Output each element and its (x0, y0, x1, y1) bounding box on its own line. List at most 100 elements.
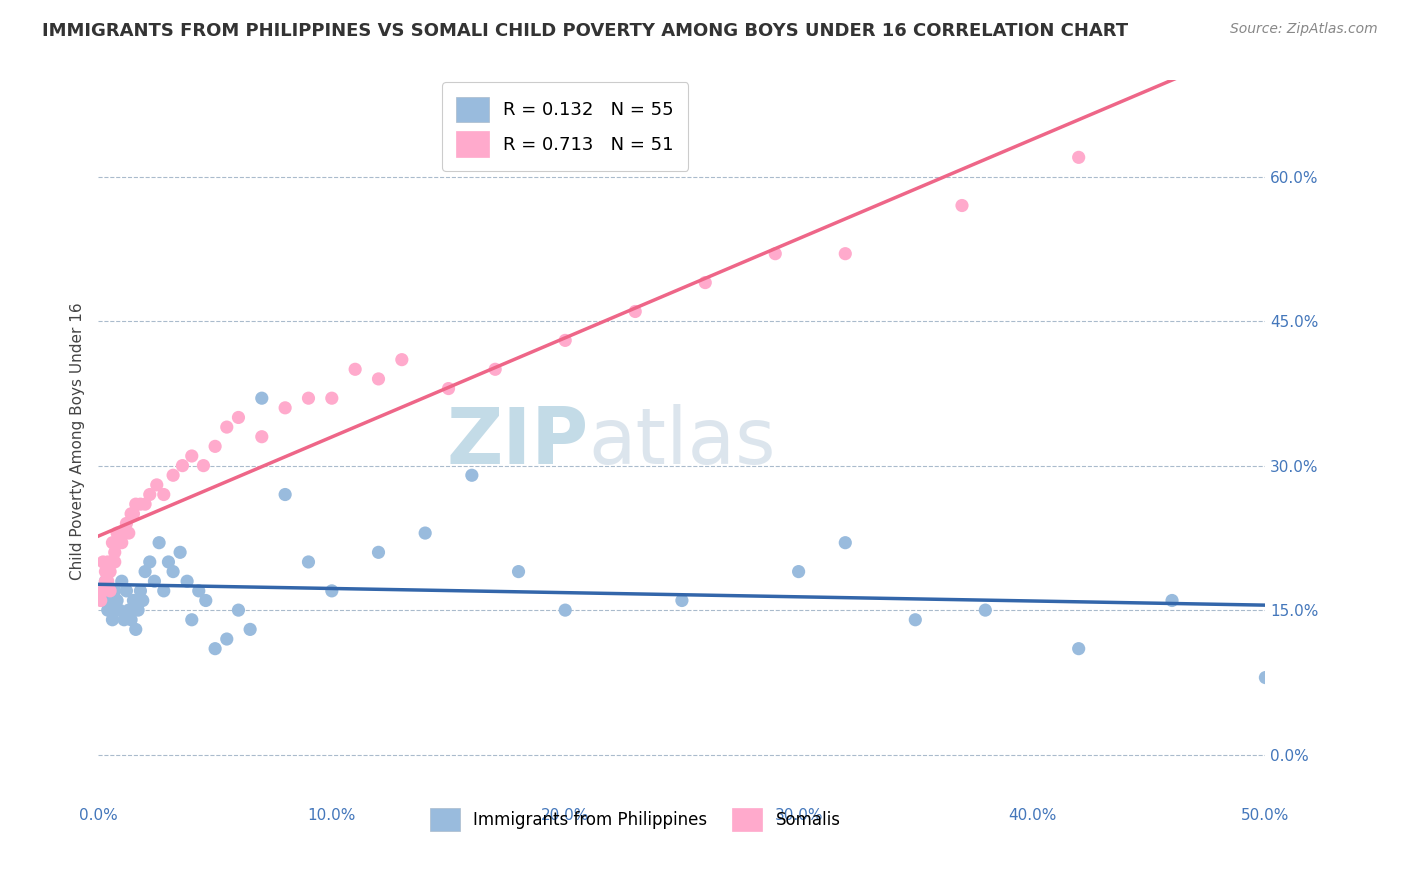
Point (91, 583, 114, 598)
Point (180, 613, 202, 627)
Point (97, 555, 120, 569)
Point (125, 497, 148, 511)
Point (180, 449, 202, 463)
Point (94, 574, 117, 589)
Point (98, 583, 121, 598)
Point (98, 583, 121, 598)
Point (120, 507, 142, 521)
Text: Source: ZipAtlas.com: Source: ZipAtlas.com (1230, 22, 1378, 37)
Point (461, 468, 484, 483)
Text: atlas: atlas (589, 403, 776, 480)
Point (367, 545, 389, 559)
Point (104, 555, 127, 569)
Point (297, 555, 319, 569)
Point (367, 372, 389, 386)
Point (98, 593, 121, 607)
Point (157, 555, 180, 569)
Point (148, 535, 170, 549)
Point (787, 565, 810, 579)
Point (139, 487, 162, 501)
Point (104, 583, 127, 598)
Point (239, 623, 262, 637)
Point (193, 458, 215, 473)
Point (132, 593, 155, 607)
Point (112, 526, 135, 541)
Point (187, 583, 209, 598)
Legend: Immigrants from Philippines, Somalis: Immigrants from Philippines, Somalis (423, 801, 848, 838)
Point (101, 613, 124, 627)
Point (101, 535, 124, 549)
Point (118, 526, 141, 541)
Point (162, 468, 184, 483)
Point (484, 362, 506, 376)
Point (105, 535, 128, 549)
Point (152, 583, 174, 598)
Point (834, 535, 856, 549)
Point (508, 565, 530, 579)
Point (274, 401, 297, 415)
Point (169, 545, 191, 559)
Point (127, 603, 149, 617)
Point (974, 603, 997, 617)
Point (120, 613, 142, 627)
Point (413, 526, 436, 541)
Point (94, 574, 117, 589)
Point (1067, 641, 1090, 656)
Point (105, 593, 128, 607)
Point (134, 497, 156, 511)
Point (134, 565, 156, 579)
Point (204, 641, 226, 656)
Point (624, 304, 647, 318)
Point (763, 246, 786, 260)
Point (98, 565, 121, 579)
Point (91, 593, 114, 607)
Point (97, 565, 120, 579)
Point (321, 391, 343, 405)
Text: ZIP: ZIP (446, 403, 589, 480)
Point (162, 565, 184, 579)
Point (129, 497, 152, 511)
Point (108, 535, 131, 549)
Point (176, 574, 198, 589)
Point (695, 276, 717, 290)
Point (111, 535, 134, 549)
Point (671, 593, 693, 607)
Text: IMMIGRANTS FROM PHILIPPINES VS SOMALI CHILD POVERTY AMONG BOYS UNDER 16 CORRELAT: IMMIGRANTS FROM PHILIPPINES VS SOMALI CH… (42, 22, 1128, 40)
Point (274, 487, 297, 501)
Point (115, 583, 138, 598)
Point (122, 593, 145, 607)
Point (344, 362, 367, 376)
Point (904, 613, 927, 627)
Point (554, 603, 576, 617)
Point (1254, 671, 1277, 685)
Point (1067, 150, 1090, 164)
Point (146, 478, 169, 492)
Point (111, 574, 134, 589)
Point (250, 391, 273, 405)
Point (215, 632, 238, 646)
Point (228, 603, 250, 617)
Point (172, 458, 194, 473)
Point (115, 516, 138, 531)
Point (118, 603, 141, 617)
Point (97, 603, 120, 617)
Point (194, 593, 217, 607)
Point (950, 198, 973, 212)
Point (554, 334, 576, 348)
Point (139, 555, 162, 569)
Point (90, 593, 112, 607)
Point (101, 603, 124, 617)
Point (391, 352, 413, 367)
Point (215, 420, 238, 434)
Point (91, 555, 114, 569)
Point (97, 574, 120, 589)
Point (321, 583, 343, 598)
Point (125, 623, 148, 637)
Point (143, 574, 166, 589)
Point (1161, 593, 1184, 607)
Point (101, 555, 124, 569)
Y-axis label: Child Poverty Among Boys Under 16: Child Poverty Among Boys Under 16 (69, 302, 84, 581)
Point (94, 565, 117, 579)
Point (834, 246, 856, 260)
Point (228, 410, 250, 425)
